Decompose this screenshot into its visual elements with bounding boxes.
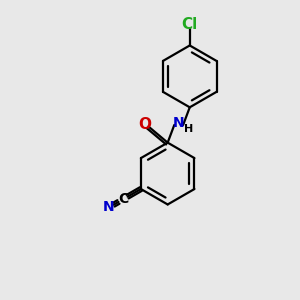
Text: C: C: [118, 192, 128, 206]
Text: H: H: [184, 124, 194, 134]
Text: N: N: [103, 200, 115, 214]
Text: O: O: [139, 117, 152, 132]
Text: Cl: Cl: [182, 17, 198, 32]
Text: N: N: [173, 116, 184, 130]
